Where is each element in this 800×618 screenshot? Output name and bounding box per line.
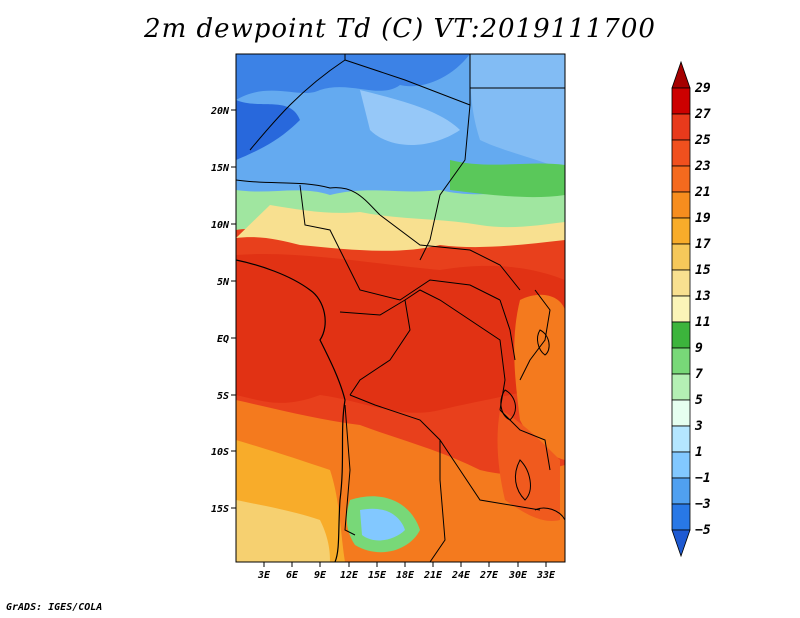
border-11 (349, 394, 541, 511)
map-frame (235, 53, 566, 563)
colorbar-segment (671, 425, 691, 453)
colorbar-label: −3 (695, 497, 711, 512)
field-namibia (236, 500, 330, 562)
colorbar-label: 3 (694, 419, 703, 434)
colorbar-label: 25 (694, 133, 711, 148)
field-dry-east (470, 54, 565, 170)
colorbar-label: 13 (695, 289, 711, 304)
colorbar-bottom-arrow (671, 529, 691, 558)
colorbar-top-arrow (671, 60, 691, 89)
lat-label-10n: 10N (211, 220, 230, 231)
colorbar-segment (671, 503, 691, 531)
border-15 (519, 289, 551, 381)
colorbar-segment (671, 295, 691, 323)
field-east-south (497, 410, 560, 521)
colorbar-label: 23 (694, 159, 711, 174)
colorbar: 29 27 25 23 21 19 17 15 13 11 9 7 5 3 1 −1 −3 −5 (671, 60, 711, 558)
lake-4 (534, 507, 565, 521)
colorbar-label: 9 (695, 341, 703, 356)
colorbar-label: 27 (694, 107, 711, 122)
colorbar-label: 15 (695, 263, 711, 278)
colorbar-segment (671, 269, 691, 297)
lon-label-15e: 15E (368, 570, 387, 581)
figure-title: 2m dewpoint Td (C) VT:2019111700 (144, 14, 656, 44)
colorbar-segment (671, 243, 691, 271)
border-4 (236, 179, 381, 216)
colorbar-segment (671, 477, 691, 505)
colorbar-segment (671, 321, 691, 349)
colorbar-label: 29 (694, 81, 711, 96)
border-16 (499, 299, 516, 361)
colorbar-label: 17 (695, 237, 711, 252)
lon-label-12e: 12E (340, 570, 359, 581)
lon-label-3e: 3E (257, 570, 271, 581)
coastline-west (236, 259, 346, 562)
lon-label-9e: 9E (314, 570, 327, 581)
colorbar-label: −1 (695, 471, 711, 486)
colorbar-segment (671, 87, 691, 115)
dewpoint-field (236, 54, 565, 562)
field-sahel-east (450, 160, 565, 198)
border-12 (344, 404, 356, 536)
lat-label-5n: 5N (217, 277, 230, 288)
lon-label-6e: 6E (286, 570, 299, 581)
border-7 (299, 184, 346, 261)
country-borders (236, 54, 565, 562)
colorbar-segment (671, 165, 691, 193)
lake-2 (514, 459, 531, 501)
border-1 (249, 54, 346, 151)
lake-1 (500, 389, 516, 421)
lon-axis: 3E 6E 9E 12E 15E 18E 21E 24E 27E 30E 33E (257, 562, 556, 581)
border-9 (339, 299, 411, 396)
lat-label-5s: 5S (217, 391, 229, 402)
field-dry-core (236, 54, 470, 100)
colorbar-label: 11 (695, 315, 711, 330)
border-5 (379, 214, 521, 291)
border-13 (429, 440, 446, 562)
border-8 (344, 259, 501, 301)
colorbar-segment (671, 113, 691, 141)
colorbar-label: −5 (695, 523, 711, 538)
colorbar-segment (671, 139, 691, 167)
field-east (514, 294, 565, 460)
lat-label-eq: EQ (217, 334, 229, 345)
lat-label-10s: 10S (211, 447, 229, 458)
lat-label-20n: 20N (210, 106, 230, 117)
lat-axis: 20N 15N 10N 5N EQ 5S 10S 15S (210, 106, 236, 515)
colorbar-segment (671, 373, 691, 401)
colorbar-segment (671, 399, 691, 427)
field-dry-mid (360, 90, 460, 145)
colorbar-label: 7 (695, 367, 703, 382)
lat-label-15s: 15S (211, 504, 229, 515)
lon-label-27e: 27E (479, 570, 499, 581)
lat-label-15n: 15N (211, 163, 230, 174)
field-transition (236, 205, 565, 251)
lon-label-21e: 21E (423, 570, 443, 581)
lon-label-33e: 33E (536, 570, 556, 581)
lake-3 (537, 329, 550, 356)
colorbar-segment (671, 451, 691, 479)
field-dry-west (236, 100, 300, 160)
lon-label-30e: 30E (508, 570, 528, 581)
lon-label-18e: 18E (396, 570, 415, 581)
colorbar-label: 5 (695, 393, 703, 408)
colorbar-segment (671, 217, 691, 245)
colorbar-label: 21 (694, 185, 711, 200)
border-10 (404, 289, 506, 411)
colorbar-label: 19 (695, 211, 711, 226)
colorbar-label: 1 (695, 445, 703, 460)
border-3 (419, 104, 471, 261)
colorbar-segment (671, 191, 691, 219)
border-2 (344, 54, 471, 106)
colorbar-segment (671, 347, 691, 375)
grads-credit: GrADS: IGES/COLA (6, 602, 103, 613)
field-blue-south (360, 508, 405, 541)
field-moist-core (236, 253, 565, 413)
lon-label-24e: 24E (451, 570, 471, 581)
